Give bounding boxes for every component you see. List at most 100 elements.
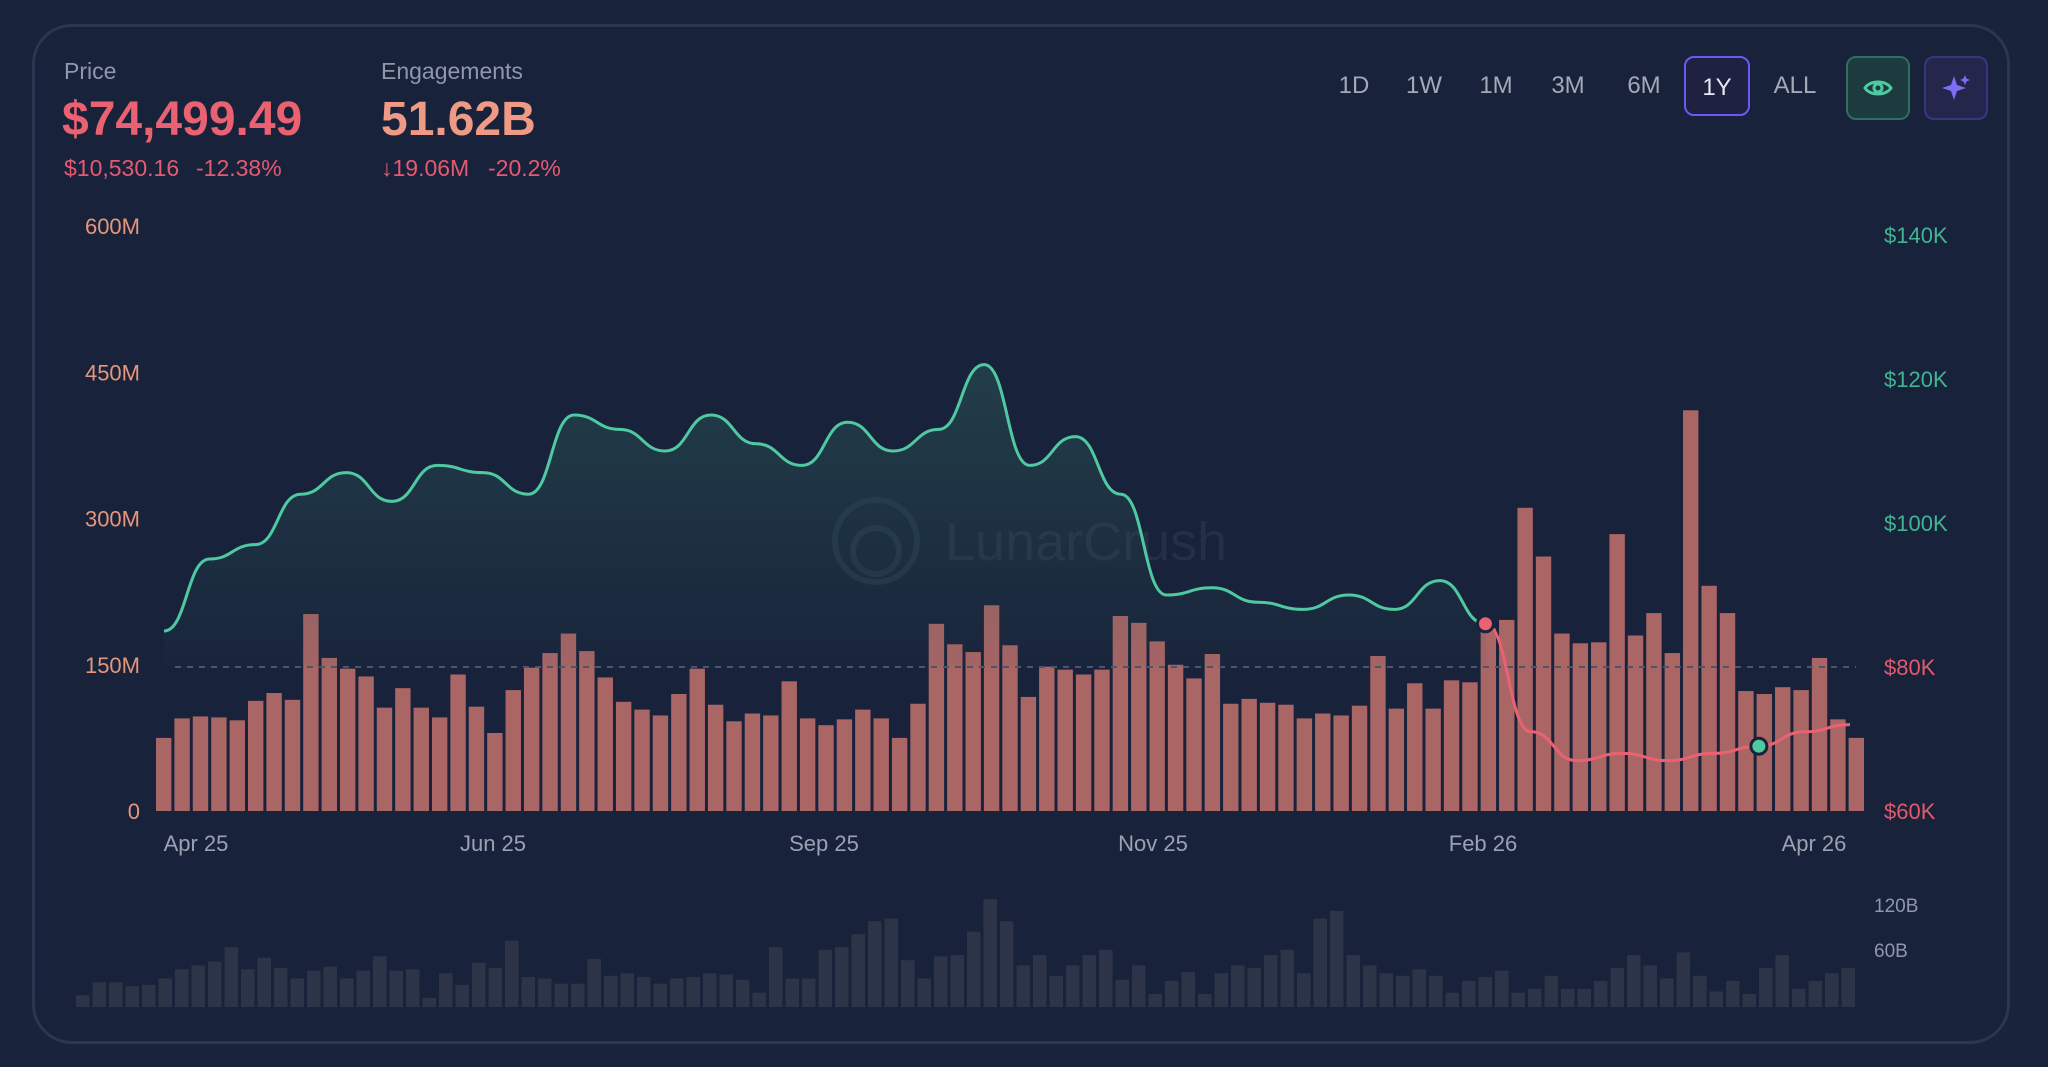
mini-bar (604, 975, 618, 1007)
engagements-value: 51.62B (381, 93, 536, 146)
mini-bar (1693, 975, 1707, 1007)
mini-bar (1082, 955, 1096, 1007)
engagement-bar (542, 653, 558, 811)
price-value: $74,499.49 (62, 93, 303, 146)
mini-bar (1429, 975, 1443, 1007)
engagement-bar (689, 668, 705, 811)
mini-bar (1643, 965, 1657, 1007)
engagement-bar (781, 681, 797, 811)
engagement-bar (1609, 534, 1625, 811)
mini-bar (109, 982, 123, 1007)
engagement-bar (799, 718, 816, 811)
mini-bar (1099, 949, 1113, 1007)
mini-bar (950, 955, 964, 1007)
mini-bar (1742, 994, 1756, 1007)
tab-3m[interactable]: 3M (1551, 72, 1585, 99)
tab-1d[interactable]: 1D (1338, 72, 1370, 99)
y-right-tick: $120K (1884, 367, 1948, 392)
mini-bar (472, 962, 486, 1007)
engagement-bar (1848, 737, 1864, 811)
mini-bar (818, 949, 832, 1007)
engagement-bar (266, 693, 282, 811)
mini-bar (1412, 969, 1426, 1007)
mini-bar (1181, 971, 1195, 1007)
engagement-bar (1075, 674, 1092, 811)
engagement-bar (1131, 622, 1147, 811)
mini-bar (1594, 981, 1608, 1007)
engagement-bar (1425, 708, 1441, 811)
engagement-bar (560, 633, 577, 811)
mini-bar (1627, 955, 1641, 1007)
mini-bar (1280, 949, 1294, 1007)
mini-bar (785, 978, 799, 1007)
engagement-bar (671, 694, 687, 811)
engagement-bar (855, 709, 871, 811)
mini-bar (356, 970, 370, 1007)
mini-bar (884, 918, 898, 1007)
engagement-bar (1664, 653, 1681, 811)
mini-bar (1000, 921, 1014, 1007)
mini-bar (1330, 910, 1344, 1007)
mini-bar (1462, 981, 1476, 1007)
mini-bar (191, 965, 205, 1007)
mini-bar (373, 956, 387, 1007)
mini-bar (175, 969, 189, 1007)
mini-y-tick: 60B (1874, 941, 1908, 962)
engagement-bar (523, 667, 540, 811)
mini-bar (1214, 973, 1228, 1007)
mini-bar (340, 978, 354, 1007)
engagement-bar (376, 707, 393, 811)
mini-bar (1148, 994, 1162, 1007)
engagements-change-pct: -20.2% (488, 155, 561, 181)
mini-y-tick: 120B (1874, 896, 1918, 917)
engagement-bar (339, 668, 356, 811)
tab-6m[interactable]: 6M (1627, 72, 1661, 99)
mini-bar (323, 966, 337, 1007)
mini-bar (406, 969, 420, 1007)
mini-bar (835, 947, 849, 1007)
engagement-bar (468, 706, 485, 811)
mini-bar (422, 997, 436, 1007)
mini-bar (1033, 955, 1047, 1007)
mini-bar (1049, 975, 1063, 1007)
mini-bar (1808, 981, 1822, 1007)
x-tick: Nov 25 (1118, 831, 1188, 856)
engagement-bar (763, 715, 779, 811)
y-left-tick: 0 (128, 799, 140, 824)
engagement-bar (1443, 680, 1460, 811)
mini-bar (1676, 952, 1690, 1007)
mini-bar (752, 992, 766, 1007)
mini-bar (571, 983, 585, 1007)
engagements-change: ↓19.06M (381, 155, 470, 181)
price-line-up (163, 363, 1486, 633)
price-marker-down[interactable] (1475, 614, 1495, 634)
price-marker-up[interactable] (1749, 736, 1769, 756)
mini-bar (1660, 978, 1674, 1007)
engagement-bar (1462, 682, 1478, 811)
mini-bar (241, 969, 255, 1007)
engagement-bar (192, 716, 209, 811)
mini-bar (983, 899, 997, 1007)
mini-bar (1775, 955, 1789, 1007)
engagement-bar (1094, 669, 1110, 811)
tab-all[interactable]: ALL (1773, 72, 1817, 99)
mini-bar (1478, 977, 1492, 1007)
engagement-bar (1241, 698, 1257, 811)
tab-1y[interactable]: 1Y (1684, 56, 1750, 116)
engagement-bar (1204, 654, 1221, 811)
mini-bar (142, 984, 156, 1007)
engagement-bar (1315, 713, 1331, 811)
mini-bar (1132, 965, 1146, 1007)
mini-bar (76, 995, 90, 1007)
mini-bar (901, 960, 915, 1007)
engagement-bar (1701, 585, 1717, 811)
engagement-bar (1407, 683, 1423, 811)
mini-bar (703, 973, 717, 1007)
tab-1w[interactable]: 1W (1406, 72, 1442, 99)
mini-bar (521, 977, 535, 1007)
eye-button[interactable] (1846, 56, 1910, 120)
ai-button[interactable] (1924, 56, 1988, 120)
mini-bar (505, 940, 519, 1007)
y-left-tick: 300M (85, 507, 140, 532)
tab-1m[interactable]: 1M (1479, 72, 1513, 99)
